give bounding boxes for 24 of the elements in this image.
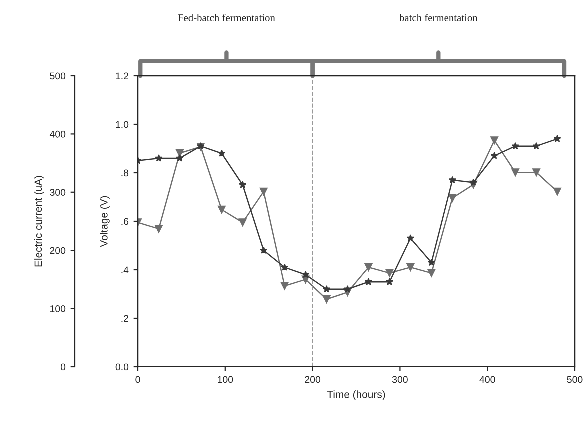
x-tick-label: 300 <box>392 376 408 384</box>
y-tick-label: 300 <box>50 189 66 196</box>
x-tick-label: 500 <box>567 376 583 384</box>
text: Fed-batch fermentation <box>178 14 276 22</box>
text: batch fermentation <box>399 14 478 22</box>
y-tick-label: 500 <box>50 72 66 80</box>
x-tick-label: 100 <box>218 376 234 384</box>
x-tick-label: 200 <box>305 376 321 384</box>
x-axis-title: Time (hours) <box>327 390 386 400</box>
y2-tick-label: 1.2 <box>116 72 128 80</box>
y2-axis-title: Voltage (V) <box>100 196 110 248</box>
y2-tick-label: .4 <box>122 266 129 274</box>
y2-tick-label: 0.0 <box>116 364 129 371</box>
y-tick-label: 100 <box>50 306 66 312</box>
y-tick-label: 200 <box>50 247 66 254</box>
y2-tick-label: 1.0 <box>116 121 129 128</box>
y2-tick-label: .8 <box>122 170 129 177</box>
y-axis-title: Electric current (uA) <box>34 176 44 267</box>
y2-tick-label: .6 <box>122 218 129 226</box>
y2-tick-label: .2 <box>122 315 128 322</box>
y-tick-label: 400 <box>50 130 66 138</box>
x-tick-label: 400 <box>480 376 496 384</box>
y-tick-label: 0 <box>60 364 66 371</box>
x-tick-label: 0 <box>136 376 140 384</box>
